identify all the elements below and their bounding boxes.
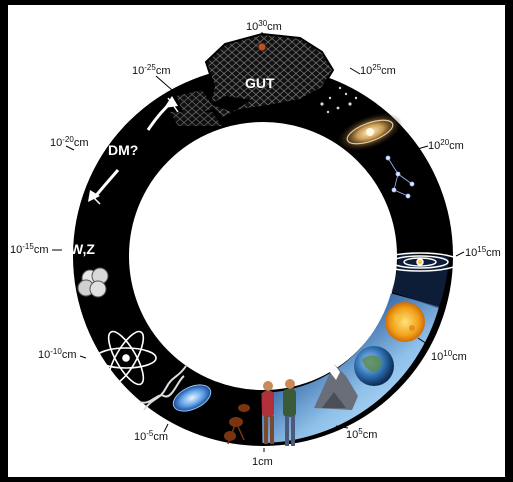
solar-system-icon [379,252,461,272]
mountain-icon [314,364,358,410]
wz-label: W,Z [70,241,95,257]
dm-label: DM? [108,142,138,158]
people-icon [262,379,296,446]
galaxy-icon [337,112,403,152]
dm-arrow-head-down [88,190,100,202]
scale-labels: 1030cm 1025cm 1020cm 1015cm 1010cm 105cm… [10,19,501,468]
tick-lines [52,32,465,452]
scale-label: 1cm [252,456,273,468]
bacterium-icon [172,384,212,412]
atom-icon [95,330,157,386]
gut-label: GUT [245,75,275,91]
scale-label: 10-15cm [10,242,48,256]
scale-label: 10-10cm [38,347,76,361]
scale-label: 10-25cm [132,63,170,77]
scale-label: 10-20cm [50,135,88,149]
earth-icon [354,346,394,386]
dna-icon [139,365,187,411]
galaxy-cluster-icon [320,86,358,114]
snake-head [170,32,335,126]
snake-eye [257,42,267,52]
scale-label: 10-5cm [134,429,168,443]
scale-label: 1030cm [246,19,282,33]
scale-label: 1010cm [431,349,467,363]
scale-label: 1015cm [465,245,501,259]
constellation-icon [385,155,415,199]
sun-icon [385,302,425,342]
scale-label: 1025cm [360,63,396,77]
scale-label: 1020cm [428,138,464,152]
nucleus-icon [77,267,109,298]
scale-label: 105cm [346,427,377,441]
ant-icon [224,404,250,445]
